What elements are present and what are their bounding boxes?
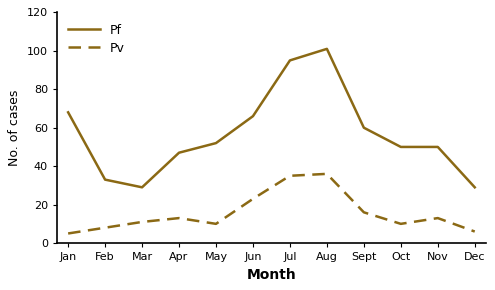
Line: Pf: Pf xyxy=(68,49,475,187)
Pv xyxy=(435,216,441,220)
Pv xyxy=(324,172,330,176)
Pv xyxy=(139,220,145,224)
Pf xyxy=(102,178,108,181)
Pf xyxy=(361,126,367,129)
Pf xyxy=(250,115,256,118)
Pf xyxy=(398,145,404,149)
Pv xyxy=(472,230,478,233)
Pf xyxy=(213,141,219,145)
X-axis label: Month: Month xyxy=(247,268,297,282)
Y-axis label: No. of cases: No. of cases xyxy=(8,90,21,166)
Pv xyxy=(287,174,293,177)
Pf xyxy=(324,47,330,51)
Pv xyxy=(213,222,219,226)
Pv xyxy=(176,216,182,220)
Pf xyxy=(139,186,145,189)
Pf xyxy=(176,151,182,155)
Pf xyxy=(435,145,441,149)
Pf xyxy=(472,186,478,189)
Pv xyxy=(65,232,71,235)
Pf xyxy=(287,59,293,62)
Pv xyxy=(250,197,256,201)
Pf xyxy=(65,110,71,114)
Pv xyxy=(102,226,108,229)
Pv xyxy=(361,211,367,214)
Legend: Pf, Pv: Pf, Pv xyxy=(63,19,129,59)
Line: Pv: Pv xyxy=(68,174,475,233)
Pv xyxy=(398,222,404,226)
